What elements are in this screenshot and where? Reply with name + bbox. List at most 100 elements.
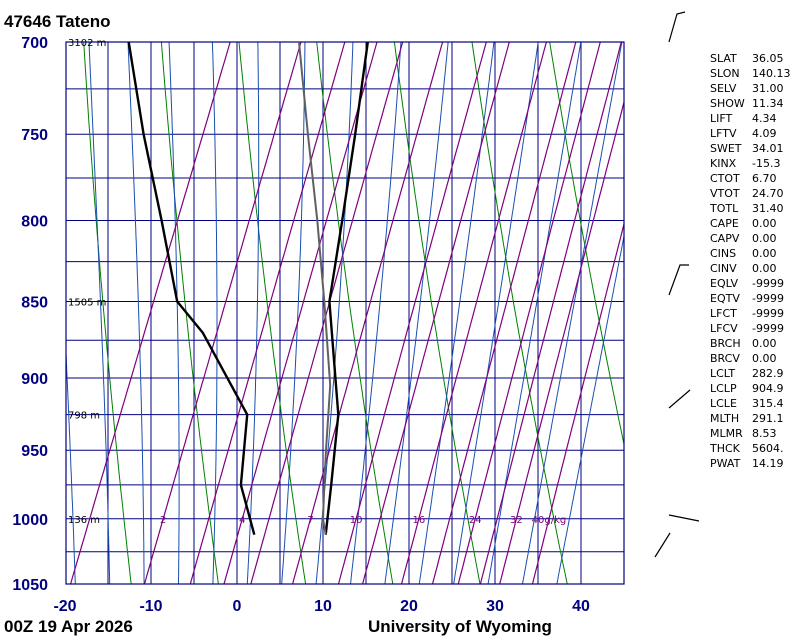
height-label: 3102 m bbox=[68, 38, 106, 49]
mixing-ratio-label: 10 bbox=[350, 515, 363, 526]
index-row: CINS 0.00 bbox=[710, 246, 800, 261]
moist-adiabat bbox=[418, 42, 495, 584]
moist-adiabat bbox=[246, 42, 260, 584]
mixing-ratio-line bbox=[431, 42, 577, 584]
pressure-tick-label: 1050 bbox=[12, 577, 48, 594]
temperature-tick-label: 0 bbox=[233, 598, 242, 615]
pressure-tick-label: 750 bbox=[21, 127, 48, 144]
wind-barb bbox=[668, 264, 689, 296]
index-name: KINX bbox=[710, 157, 737, 170]
index-value: 4.09 bbox=[752, 127, 777, 140]
moist-adiabat bbox=[453, 42, 539, 584]
index-value: 291.1 bbox=[752, 412, 784, 425]
index-row: EQTV -9999 bbox=[710, 291, 800, 306]
axis-labels: 700 750 800 850 900 950 1000 1050 -20 -10 0 10 20 30 4… bbox=[12, 35, 590, 615]
sounding-series bbox=[127, 42, 369, 536]
index-row: SLON 140.13 bbox=[710, 66, 800, 81]
index-value: 0.00 bbox=[752, 352, 777, 365]
index-name: LFCV bbox=[710, 322, 738, 335]
dry-adiabat bbox=[316, 42, 394, 584]
index-value: 34.01 bbox=[752, 142, 784, 155]
index-row: MLMR 8.53 bbox=[710, 426, 800, 441]
index-value: 31.40 bbox=[752, 202, 784, 215]
temperature-profile bbox=[324, 42, 369, 535]
wind-barb bbox=[668, 11, 686, 43]
index-row: CTOT 6.70 bbox=[710, 171, 800, 186]
dry-adiabat bbox=[6, 42, 44, 584]
index-row: EQLV -9999 bbox=[710, 276, 800, 291]
parcel-profile bbox=[298, 42, 332, 535]
index-value: 5604. bbox=[752, 442, 784, 455]
height-label: 798 m bbox=[68, 411, 100, 422]
wind-barb bbox=[668, 514, 700, 522]
moist-adiabat bbox=[556, 233, 624, 584]
moist-adiabat bbox=[16, 42, 41, 584]
index-value: 0.00 bbox=[752, 217, 777, 230]
index-name: CINV bbox=[710, 262, 737, 275]
pressure-tick-label: 1000 bbox=[12, 512, 48, 529]
index-row: LCLE 315.4 bbox=[710, 396, 800, 411]
index-name: CTOT bbox=[710, 172, 740, 185]
mixing-ratio-label: 16 bbox=[412, 515, 425, 526]
dry-adiabat bbox=[549, 42, 624, 447]
mixing-ratio-line bbox=[531, 221, 624, 584]
temperature-tick-label: 40 bbox=[572, 598, 590, 615]
pressure-tick-label: 850 bbox=[21, 295, 48, 312]
index-row: LFTV 4.09 bbox=[710, 126, 800, 141]
index-row: TOTL 31.40 bbox=[710, 201, 800, 216]
index-value: 36.05 bbox=[752, 52, 784, 65]
height-label: 136 m bbox=[68, 515, 100, 526]
index-name: SELV bbox=[710, 82, 737, 95]
wind-barb bbox=[668, 389, 691, 409]
mixing-ratio-line bbox=[457, 42, 601, 584]
index-name: SLAT bbox=[710, 52, 737, 65]
index-row: BRCH 0.00 bbox=[710, 336, 800, 351]
index-name: MLTH bbox=[710, 412, 740, 425]
index-value: 8.53 bbox=[752, 427, 777, 440]
dry-adiabat bbox=[83, 42, 132, 584]
pressure-tick-label: 800 bbox=[21, 213, 48, 230]
mixing-ratio-label: 24 bbox=[469, 515, 482, 526]
moist-adiabat bbox=[384, 42, 449, 584]
mixing-ratio-line bbox=[401, 42, 547, 584]
pressure-tick-label: 950 bbox=[21, 443, 48, 460]
index-name: EQTV bbox=[710, 292, 740, 305]
index-value: 0.00 bbox=[752, 337, 777, 350]
mixing-ratio-line bbox=[479, 42, 622, 584]
index-name: LFTV bbox=[710, 127, 737, 140]
index-row: LCLP 904.9 bbox=[710, 381, 800, 396]
index-row: BRCV 0.00 bbox=[710, 351, 800, 366]
wind-barb bbox=[654, 532, 671, 558]
pressure-tick-label: 900 bbox=[21, 371, 48, 388]
index-value: -9999 bbox=[752, 307, 784, 320]
mixing-ratio-label: 7 bbox=[307, 515, 313, 526]
moist-adiabat bbox=[487, 42, 582, 584]
chart-grid bbox=[0, 42, 624, 584]
mixing-ratio-line bbox=[223, 42, 378, 584]
index-value: -9999 bbox=[752, 292, 784, 305]
moist-adiabat bbox=[211, 42, 218, 584]
height-label: 1505 m bbox=[68, 298, 106, 309]
index-row: CAPV 0.00 bbox=[710, 231, 800, 246]
index-name: PWAT bbox=[710, 457, 741, 470]
mixing-ratio-line bbox=[70, 42, 231, 584]
index-row: CINV 0.00 bbox=[710, 261, 800, 276]
index-value: 282.9 bbox=[752, 367, 784, 380]
mixing-ratio-label: 32 bbox=[510, 515, 523, 526]
index-row: LIFT 4.34 bbox=[710, 111, 800, 126]
station-title: 47646 Tateno bbox=[4, 12, 111, 31]
index-value: -15.3 bbox=[752, 157, 781, 170]
data-source: University of Wyoming bbox=[368, 617, 552, 636]
index-row: VTOT 24.70 bbox=[710, 186, 800, 201]
index-name: TOTL bbox=[710, 202, 739, 215]
mixing-ratio-label: 40g/kg bbox=[532, 515, 567, 526]
moist-adiabat bbox=[350, 42, 402, 584]
moist-adiabat bbox=[0, 42, 7, 584]
dewpoint-profile bbox=[127, 42, 256, 536]
index-value: 315.4 bbox=[752, 397, 784, 410]
index-name: SLON bbox=[710, 67, 740, 80]
index-row: SELV 31.00 bbox=[710, 81, 800, 96]
index-name: CAPE bbox=[710, 217, 739, 230]
moist-adiabat bbox=[127, 42, 145, 584]
